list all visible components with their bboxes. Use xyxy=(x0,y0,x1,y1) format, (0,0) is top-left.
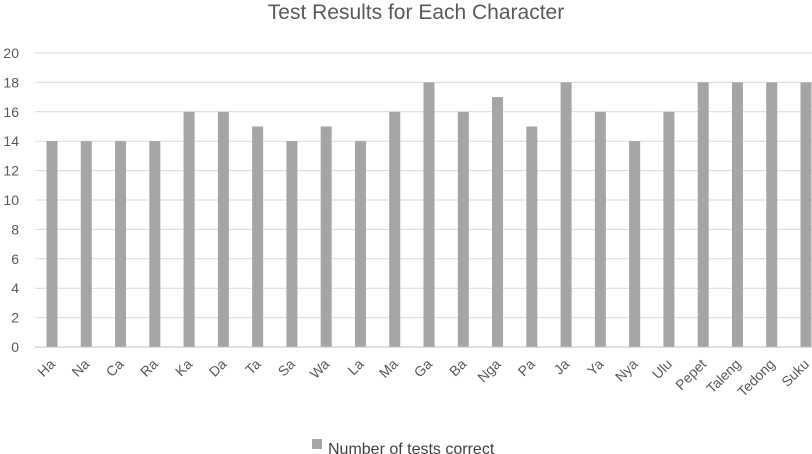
y-tick-label: 2 xyxy=(11,310,19,326)
y-tick-label: 10 xyxy=(3,192,19,208)
y-tick-label: 0 xyxy=(11,339,19,355)
y-tick-label: 8 xyxy=(11,221,19,237)
bar-ga xyxy=(423,82,435,348)
x-category-label: Na xyxy=(68,356,92,380)
x-category-label: Ga xyxy=(411,356,436,381)
x-category-label: Sa xyxy=(275,356,299,380)
bar-ta xyxy=(252,126,264,347)
bar-na xyxy=(80,141,92,347)
bar-pa xyxy=(526,126,538,347)
y-tick-label: 4 xyxy=(11,280,19,296)
x-category-label: Ta xyxy=(242,356,264,378)
bar-wa xyxy=(320,126,332,347)
x-category-label: Ra xyxy=(137,356,161,380)
y-tick-label: 18 xyxy=(3,74,19,90)
x-category-label: Ba xyxy=(446,356,470,380)
x-category-label: Da xyxy=(206,356,230,380)
x-category-label: Ha xyxy=(34,356,58,380)
legend-swatch xyxy=(312,439,322,449)
x-category-label: Tedong xyxy=(734,356,778,400)
bar-ma xyxy=(389,111,401,347)
bar-nya xyxy=(629,141,641,347)
x-category-label: Ka xyxy=(172,356,196,380)
legend-label: Number of tests correct xyxy=(328,441,495,454)
bar-ra xyxy=(149,141,161,347)
x-category-label: Nga xyxy=(474,356,504,386)
x-category-label: Pa xyxy=(515,356,539,380)
bar-da xyxy=(217,111,229,347)
y-tick-label: 16 xyxy=(3,104,19,120)
bars xyxy=(46,82,812,348)
y-tick-label: 6 xyxy=(11,251,19,267)
x-category-label: Ma xyxy=(376,356,401,381)
bar-tedong xyxy=(766,82,778,348)
x-category-label: Nya xyxy=(612,356,641,385)
x-category-label: Ca xyxy=(103,356,127,380)
x-category-label: La xyxy=(344,356,366,378)
bar-nga xyxy=(492,97,504,347)
y-axis-ticks: 0 2 4 6 8 10 12 14 16 18 20 xyxy=(3,45,19,355)
bar-ya xyxy=(594,111,606,347)
y-tick-label: 12 xyxy=(3,163,19,179)
x-category-label: Ja xyxy=(550,356,572,378)
bar-sa xyxy=(286,141,298,347)
legend: Number of tests correct xyxy=(312,439,495,454)
x-category-label: Pepet xyxy=(672,356,709,393)
x-category-label: Wa xyxy=(307,356,333,382)
bar-ba xyxy=(457,111,469,347)
bar-ja xyxy=(560,82,572,348)
y-tick-label: 20 xyxy=(3,45,19,61)
x-category-label: Ya xyxy=(584,356,607,379)
bar-la xyxy=(354,141,366,347)
x-axis-labels: Ha Na Ca Ra Ka Da Ta Sa Wa La Ma Ga Ba Nga Pa Ja Ya Nya Ul… xyxy=(34,356,812,400)
bar-ha xyxy=(46,141,58,347)
bar-pepet xyxy=(697,82,709,348)
x-category-label: Ulu xyxy=(649,356,675,382)
bar-ka xyxy=(183,111,195,347)
bar-taleng xyxy=(731,82,743,348)
bar-ulu xyxy=(663,111,675,347)
y-tick-label: 14 xyxy=(3,133,19,149)
x-category-label: Suku xyxy=(778,356,812,390)
chart-title: Test Results for Each Character xyxy=(268,1,564,24)
bar-suku xyxy=(800,82,812,348)
bar-ca xyxy=(115,141,127,347)
